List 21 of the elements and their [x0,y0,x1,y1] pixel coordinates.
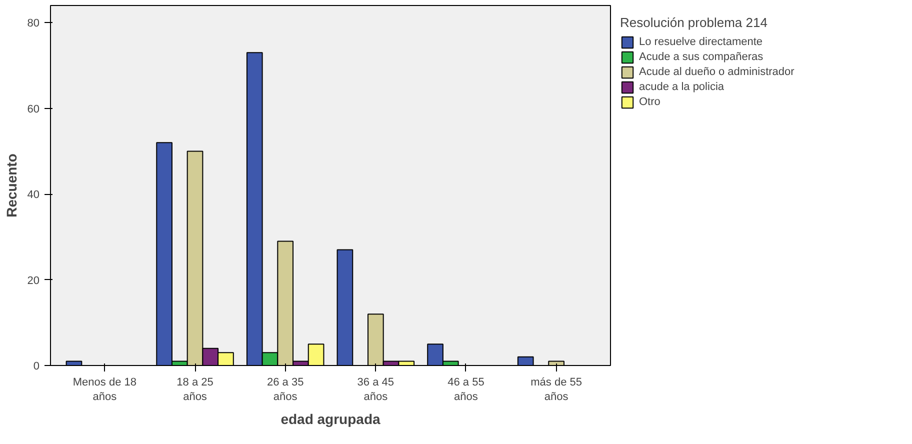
x-tick-label: 36 a 45 años [357,376,394,403]
y-tick-label: 60 [27,103,40,116]
x-tick-label: 26 a 35 años [266,376,304,403]
legend-label: Acude al dueño o administrador [639,66,794,78]
x-tick-label: más de 55 años [530,376,582,403]
x-tick-label: 18 a 25 años [176,376,214,403]
x-tick-label: 46 a 55 años [448,376,484,403]
y-tick-label: 80 [27,18,40,30]
y-axis-title: Recuento [3,154,20,218]
legend-label: acude a la policia [639,81,724,93]
legend-label: Lo resuelve directamente [639,36,763,48]
legend-label: Acude a sus compañeras [639,51,764,63]
y-tick-label: 40 [27,189,40,202]
legend-label: Otro [639,96,660,108]
y-tick-label: 0 [33,360,40,372]
bar [336,249,354,366]
x-tick-label: Menos de 18 años [72,376,137,403]
bar [517,356,534,366]
x-axis-title: edad agrupada [280,410,381,427]
legend-title: Resolución problema 214 [620,15,768,30]
y-tick-label: 20 [27,274,40,287]
